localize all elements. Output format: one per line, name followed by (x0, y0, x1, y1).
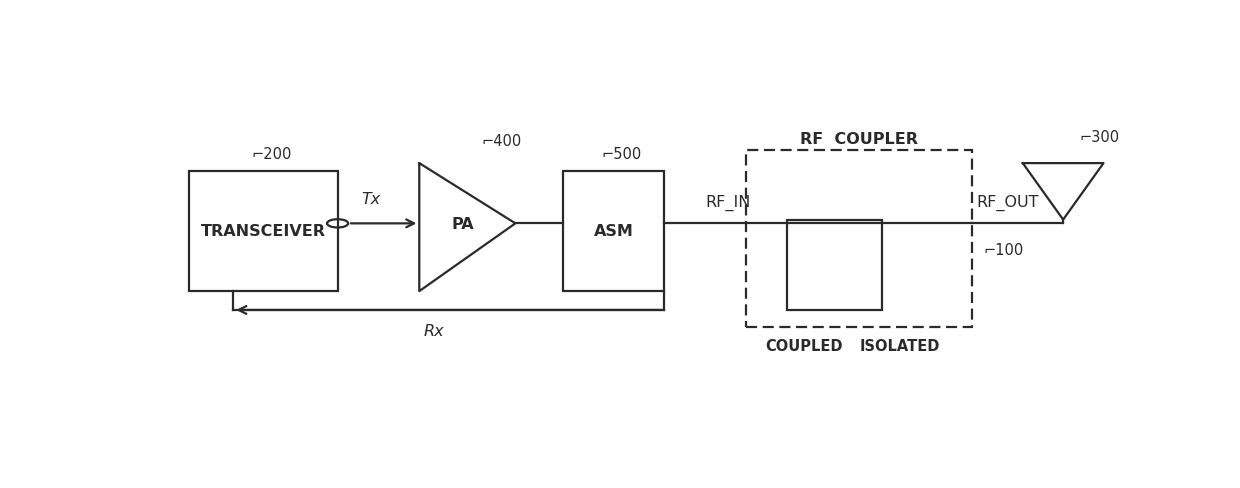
Text: PA: PA (451, 216, 474, 231)
Text: Rx: Rx (423, 324, 444, 339)
Text: Tx: Tx (362, 192, 381, 207)
Bar (746, 151, 972, 327)
Text: ⌐500: ⌐500 (601, 147, 642, 162)
Bar (787, 220, 882, 310)
Text: ⌐400: ⌐400 (481, 134, 522, 149)
Bar (563, 171, 665, 291)
Text: RF_IN: RF_IN (706, 195, 751, 211)
Text: ⌐100: ⌐100 (983, 243, 1024, 258)
Text: TRANSCEIVER: TRANSCEIVER (201, 224, 326, 239)
Text: ⌐200: ⌐200 (250, 147, 291, 162)
Text: ISOLATED: ISOLATED (859, 339, 940, 353)
Bar (188, 171, 337, 291)
Text: COUPLED: COUPLED (765, 339, 842, 353)
Text: ⌐300: ⌐300 (1080, 130, 1120, 145)
Text: RF_OUT: RF_OUT (977, 195, 1039, 211)
Text: ASM: ASM (594, 224, 634, 239)
Text: RF  COUPLER: RF COUPLER (800, 132, 918, 147)
